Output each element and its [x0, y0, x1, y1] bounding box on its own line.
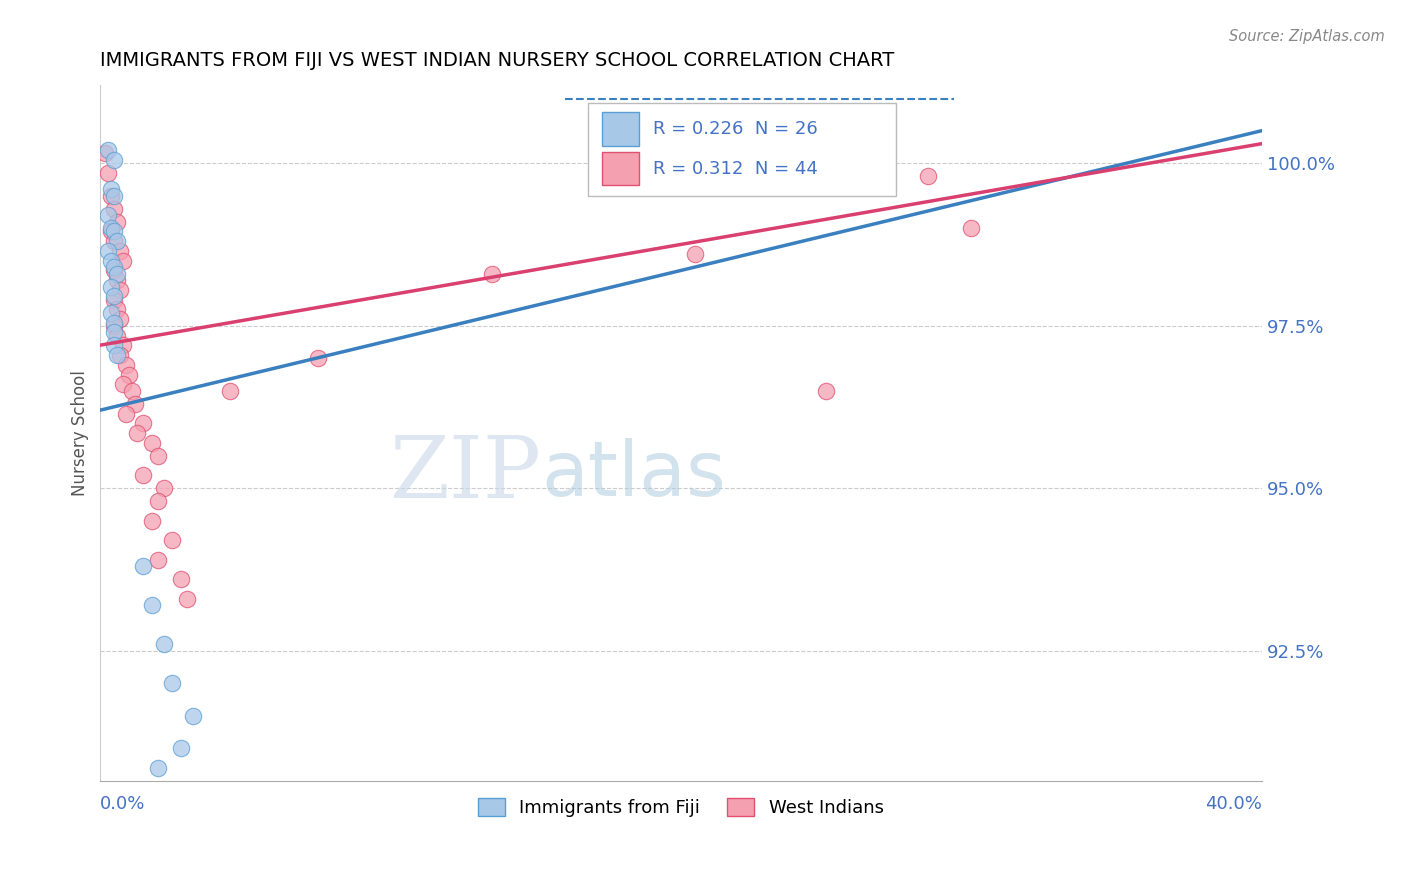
Text: 0.0%: 0.0%	[100, 795, 145, 813]
Text: 40.0%: 40.0%	[1205, 795, 1263, 813]
Point	[162, 676, 184, 690]
Point	[103, 260, 125, 275]
Point	[94, 146, 117, 161]
Point	[108, 283, 131, 297]
Point	[103, 263, 125, 277]
Point	[103, 293, 125, 307]
Point	[141, 435, 163, 450]
Point	[132, 559, 155, 574]
FancyBboxPatch shape	[602, 112, 638, 145]
Text: R = 0.312  N = 44: R = 0.312 N = 44	[652, 160, 818, 178]
Point	[127, 425, 149, 440]
Point	[114, 407, 136, 421]
Point	[97, 208, 120, 222]
Point	[97, 244, 120, 258]
Point	[162, 533, 184, 548]
Point	[108, 244, 131, 258]
Legend: Immigrants from Fiji, West Indians: Immigrants from Fiji, West Indians	[471, 790, 891, 824]
Point	[108, 348, 131, 362]
Point	[152, 481, 174, 495]
Y-axis label: Nursery School: Nursery School	[72, 370, 89, 496]
Point	[100, 182, 122, 196]
Point	[176, 591, 198, 606]
Point	[103, 325, 125, 339]
Point	[100, 279, 122, 293]
Point	[100, 221, 122, 235]
Text: R = 0.226  N = 26: R = 0.226 N = 26	[652, 120, 818, 138]
Point	[146, 449, 169, 463]
Point	[105, 348, 128, 362]
Point	[121, 384, 143, 398]
Point	[103, 338, 125, 352]
Point	[103, 202, 125, 216]
Point	[103, 289, 125, 303]
Point	[124, 397, 146, 411]
Point	[100, 253, 122, 268]
Point	[170, 741, 193, 756]
Point	[170, 573, 193, 587]
Point	[105, 273, 128, 287]
Point	[105, 302, 128, 317]
Point	[111, 377, 134, 392]
Point	[146, 494, 169, 508]
Point	[219, 384, 242, 398]
Point	[103, 224, 125, 238]
Point	[111, 338, 134, 352]
Point	[132, 468, 155, 483]
FancyBboxPatch shape	[588, 103, 896, 196]
Point	[146, 553, 169, 567]
Point	[103, 316, 125, 330]
Point	[105, 234, 128, 248]
Point	[132, 417, 155, 431]
Text: atlas: atlas	[541, 438, 725, 512]
Text: ZIP: ZIP	[389, 434, 541, 516]
Point	[307, 351, 329, 366]
Point	[100, 306, 122, 320]
Point	[105, 328, 128, 343]
Text: Source: ZipAtlas.com: Source: ZipAtlas.com	[1229, 29, 1385, 45]
Point	[100, 188, 122, 202]
Point	[114, 358, 136, 372]
Text: IMMIGRANTS FROM FIJI VS WEST INDIAN NURSERY SCHOOL CORRELATION CHART: IMMIGRANTS FROM FIJI VS WEST INDIAN NURS…	[100, 51, 894, 70]
Point	[103, 153, 125, 167]
Point	[146, 761, 169, 775]
FancyBboxPatch shape	[602, 152, 638, 186]
Point	[118, 368, 141, 382]
Point	[685, 247, 707, 261]
Point	[108, 312, 131, 326]
Point	[97, 143, 120, 157]
Point	[103, 234, 125, 248]
Point	[105, 215, 128, 229]
Point	[181, 709, 204, 723]
Point	[917, 169, 939, 184]
Point	[141, 599, 163, 613]
Point	[97, 166, 120, 180]
Point	[815, 384, 838, 398]
Point	[152, 637, 174, 651]
Point	[105, 267, 128, 281]
Point	[111, 253, 134, 268]
Point	[141, 514, 163, 528]
Point	[103, 188, 125, 202]
Point	[103, 318, 125, 333]
Point	[960, 221, 983, 235]
Point	[481, 267, 503, 281]
Point	[100, 224, 122, 238]
